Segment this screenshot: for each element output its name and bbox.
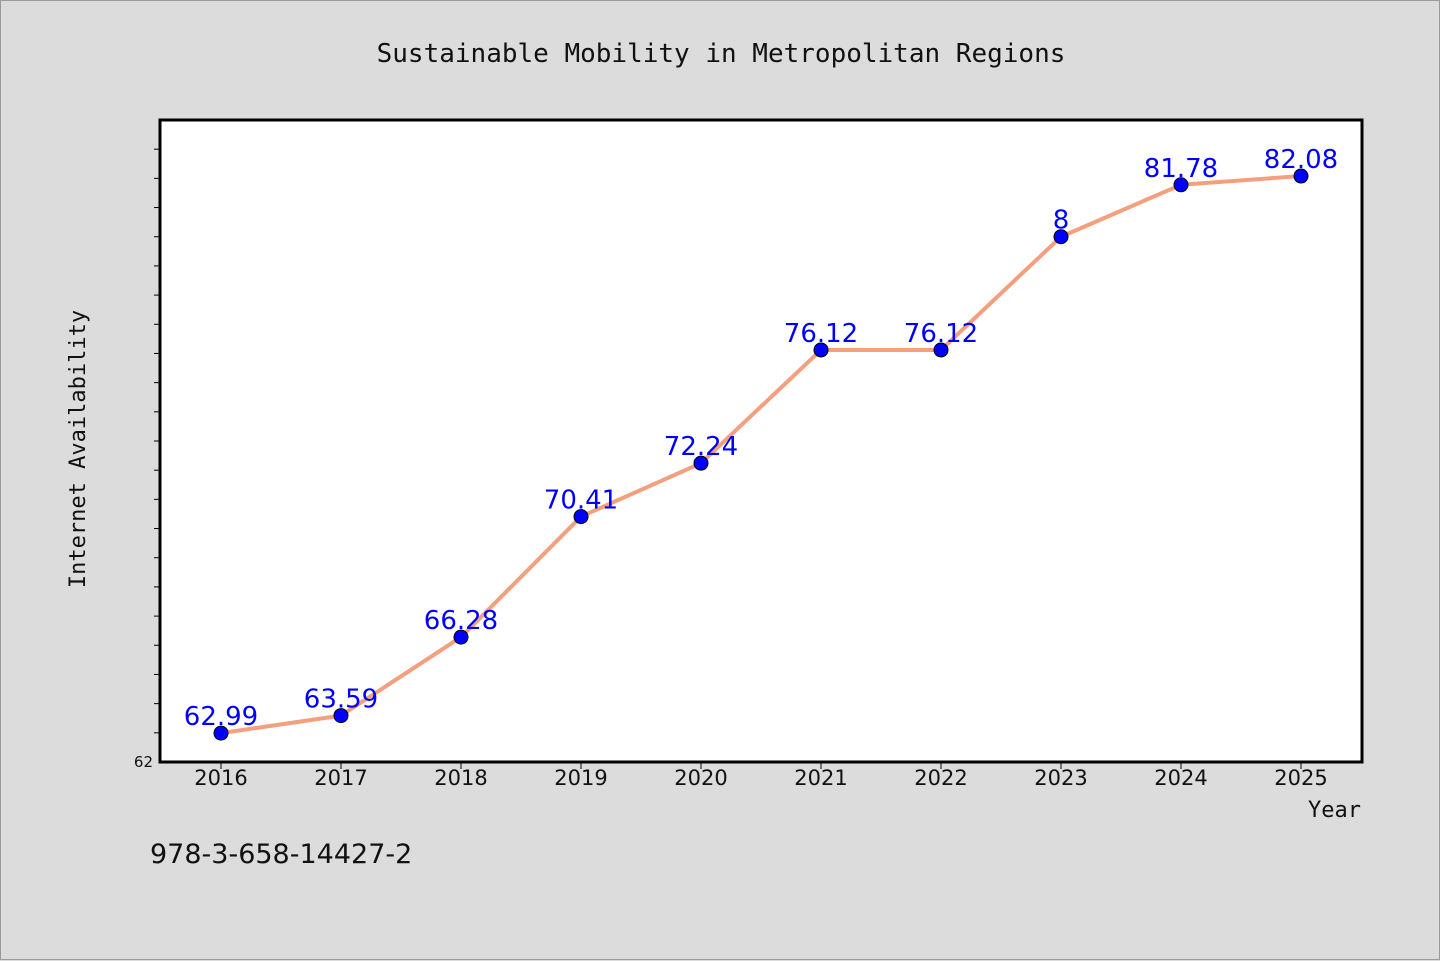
data-label: 63.59 (304, 685, 378, 715)
x-tick-label: 2018 (434, 766, 487, 790)
data-label: 76.12 (904, 319, 978, 349)
series-line (220, 174, 1302, 736)
chart-title: Sustainable Mobility in Metropolitan Reg… (377, 39, 1066, 69)
x-axis-ticks: 2016 2017 2018 2019 2020 2021 2022 2023 2024 2025 (194, 762, 1328, 790)
data-point (813, 342, 829, 358)
x-tick-label: 2024 (1154, 766, 1207, 790)
data-label: 8 (1053, 206, 1070, 236)
y-tick-label-62: 62 (134, 753, 153, 771)
data-point (933, 342, 949, 358)
data-point (333, 708, 349, 724)
y-axis-ticks (154, 148, 160, 734)
x-tick-label: 2016 (194, 766, 247, 790)
data-point (1293, 168, 1309, 184)
plot-area (158, 118, 1364, 764)
x-tick-label: 2019 (554, 766, 607, 790)
x-tick-label: 2021 (794, 766, 847, 790)
data-point (213, 725, 229, 741)
x-tick-label: 2017 (314, 766, 367, 790)
data-label: 81.78 (1144, 154, 1218, 184)
data-point (693, 455, 709, 471)
x-tick-label: 2023 (1034, 766, 1087, 790)
data-label: 72.24 (664, 432, 738, 462)
x-tick-label: 2022 (914, 766, 967, 790)
data-label: 82.08 (1264, 145, 1338, 175)
data-point (1053, 229, 1069, 245)
data-label: 62.99 (184, 702, 258, 732)
isbn-caption: 978-3-658-14427-2 (150, 839, 412, 870)
data-point (453, 629, 469, 645)
data-point (1173, 177, 1189, 193)
x-tick-label: 2025 (1274, 766, 1327, 790)
data-series: 62.99 63.59 66.28 70.41 72.24 76.12 76.12 8 81.7… (184, 145, 1338, 741)
y-axis-title: Internet Availability (66, 310, 91, 588)
data-label: 66.28 (424, 606, 498, 636)
data-label: 76.12 (784, 319, 858, 349)
data-label: 70.41 (544, 486, 618, 516)
data-point (573, 509, 589, 525)
x-axis-title: Year (1308, 798, 1361, 823)
x-tick-label: 2020 (674, 766, 727, 790)
